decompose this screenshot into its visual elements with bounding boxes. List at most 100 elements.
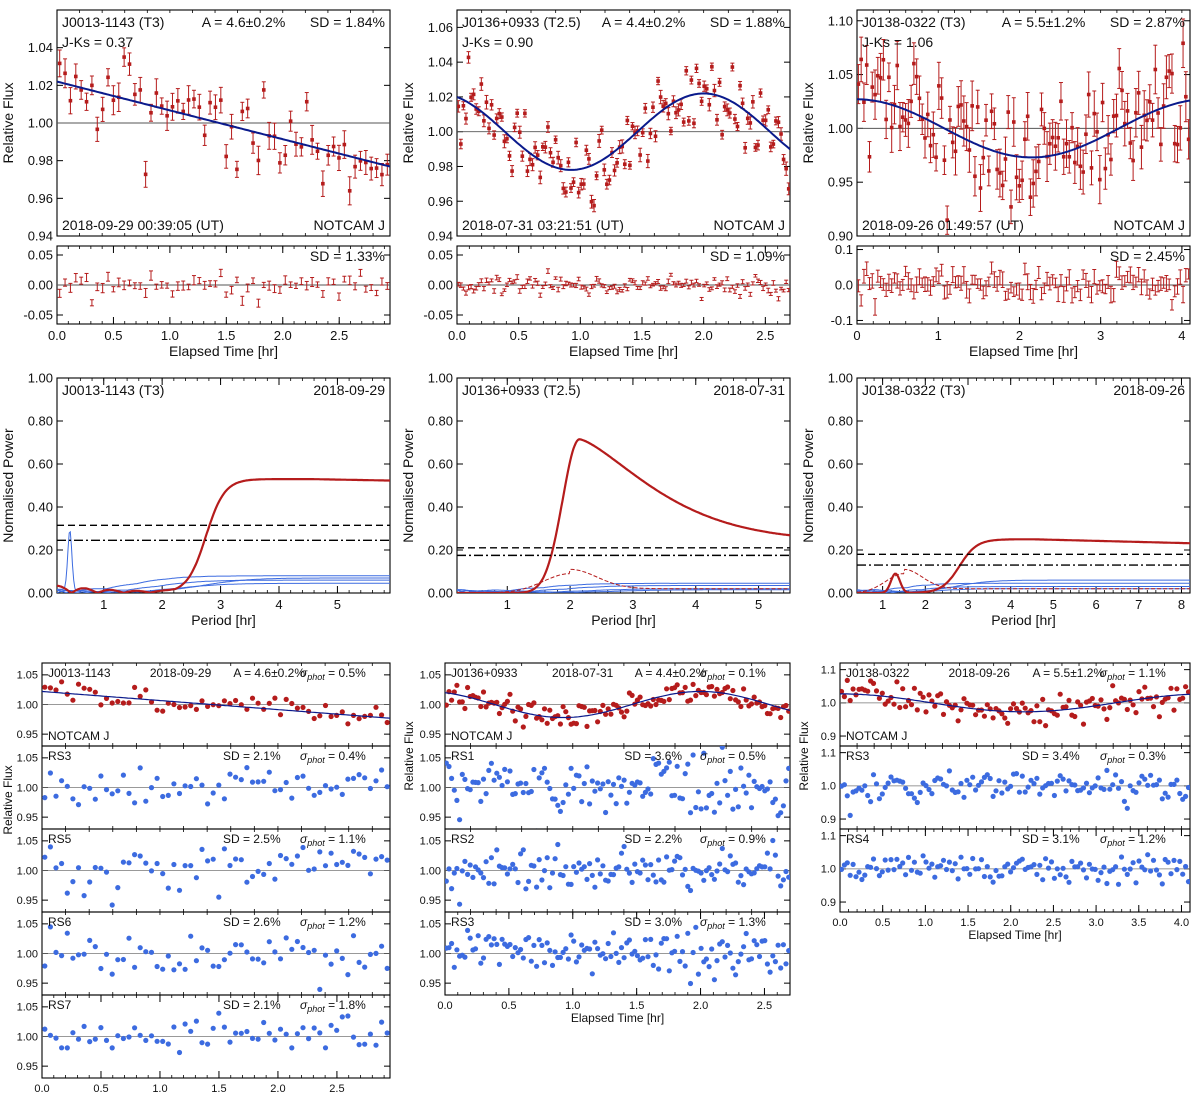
reference-point	[587, 861, 593, 867]
reference-point	[528, 788, 534, 795]
reference-point	[531, 863, 537, 869]
reference-point	[920, 853, 926, 859]
reference-point	[733, 786, 739, 793]
y-tick-label: 0.60	[828, 457, 853, 472]
target-point	[778, 714, 784, 721]
sd-label: SD = 3.6%	[624, 749, 682, 763]
reference-point	[272, 876, 278, 882]
target-point	[1130, 702, 1136, 708]
reference-point	[967, 782, 973, 788]
reference-point	[518, 780, 524, 786]
reference-point	[605, 878, 611, 884]
data-point	[1086, 92, 1091, 97]
y-tick-label: 1.00	[17, 699, 38, 711]
y-tick-label: 1.05	[420, 753, 441, 765]
reference-point	[528, 958, 534, 964]
x-tick-label: 0.0	[832, 917, 847, 929]
target-point	[970, 702, 976, 708]
data-point	[689, 78, 694, 82]
x-tick-label: 2.0	[695, 328, 713, 343]
reference-point	[900, 860, 906, 866]
data-point	[494, 116, 499, 121]
reference-point	[462, 776, 468, 783]
reference-point	[1177, 790, 1183, 797]
y-tick-label: 0.95	[828, 175, 853, 190]
reference-point	[616, 959, 622, 966]
target-point	[917, 690, 923, 696]
reference-point	[748, 956, 755, 962]
target-point	[154, 707, 160, 713]
reference-point	[685, 883, 691, 890]
reference-point	[249, 956, 256, 962]
reference-point	[238, 857, 244, 863]
target-point	[1183, 684, 1189, 690]
reference-point	[294, 853, 300, 859]
reference-point	[589, 971, 595, 977]
target-point	[1005, 720, 1011, 726]
data-point	[1023, 137, 1027, 142]
instrument-label: NOTCAM J	[713, 217, 785, 233]
reference-point	[227, 771, 233, 777]
data-point	[533, 145, 537, 150]
reference-point	[42, 854, 48, 860]
reference-point	[457, 817, 463, 823]
data-point	[704, 86, 709, 91]
sd-label: SD = 3.0%	[624, 915, 682, 929]
reference-periodogram	[57, 530, 390, 592]
reference-point	[531, 942, 537, 949]
target-point	[738, 703, 744, 710]
reference-point	[862, 783, 868, 789]
reference-point	[868, 799, 874, 805]
reference-point	[656, 857, 662, 863]
sigma-subscript: phot	[306, 921, 325, 931]
reference-point	[92, 1036, 98, 1042]
reference-point	[891, 867, 897, 873]
reference-point	[600, 781, 606, 787]
reference-point	[727, 950, 733, 956]
reference-point	[160, 793, 166, 800]
reference-point	[261, 960, 267, 966]
reference-point	[109, 791, 115, 797]
reference-point	[334, 948, 340, 954]
data-point	[656, 79, 660, 83]
data-point	[605, 182, 609, 187]
reference-point	[115, 1033, 121, 1039]
reference-point	[1159, 796, 1165, 802]
sigma-phot-label: σphot = 1.1%	[300, 832, 366, 848]
reference-point	[109, 971, 115, 977]
data-point	[251, 141, 255, 145]
x-tick-label: 1.5	[629, 1000, 644, 1012]
reference-point	[379, 943, 385, 949]
reference-point	[999, 790, 1005, 796]
data-point	[73, 74, 78, 79]
target-point	[938, 691, 944, 697]
y-tick-label: 0.40	[828, 500, 853, 515]
target-point	[603, 711, 609, 717]
sigma-subscript: phot	[706, 672, 725, 682]
x-tick-label: 0.0	[48, 328, 66, 343]
reference-point	[379, 767, 385, 773]
reference-point	[687, 980, 694, 987]
data-point	[973, 174, 977, 179]
reference-point	[706, 865, 712, 871]
reference-point	[595, 857, 601, 863]
target-point	[205, 703, 211, 710]
reference-point	[81, 951, 87, 957]
reference-point	[367, 951, 373, 958]
data-point	[712, 88, 717, 93]
reference-point	[53, 793, 59, 799]
data-point	[1131, 158, 1135, 163]
data-point	[79, 88, 83, 92]
x-tick-label: 4	[1178, 328, 1185, 343]
reference-point	[1145, 782, 1151, 788]
target-point	[120, 700, 126, 706]
reference-point	[1127, 783, 1133, 789]
reference-point	[126, 790, 132, 797]
reference-point	[1051, 792, 1057, 799]
reference-point	[698, 870, 704, 876]
sigma-value: = 1.1%	[325, 832, 366, 846]
reference-point	[714, 958, 720, 964]
data-point	[697, 81, 701, 86]
data-point	[876, 73, 880, 78]
data-point	[1159, 142, 1163, 147]
